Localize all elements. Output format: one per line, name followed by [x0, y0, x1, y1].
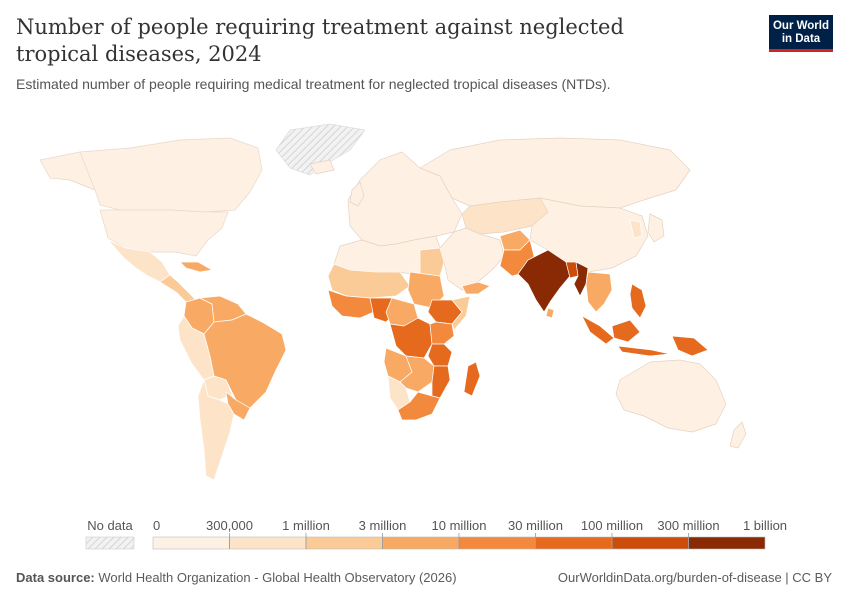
region-west-africa[interactable] [327, 289, 375, 319]
country-indonesia[interactable] [581, 315, 671, 357]
country-papua-new-guinea[interactable] [671, 335, 709, 357]
region-sahel[interactable] [327, 263, 411, 299]
country-tanzania[interactable] [427, 343, 453, 367]
country-egypt[interactable] [419, 247, 445, 277]
country-india[interactable] [517, 249, 571, 313]
logo-line1: Our World [772, 20, 829, 32]
country-russia[interactable] [419, 137, 691, 209]
country-caribbean[interactable] [179, 261, 213, 273]
country-central-america[interactable] [159, 274, 197, 303]
chart-title: Number of people requiring treatment aga… [16, 15, 624, 66]
footer-source: Data source: World Health Organization -… [16, 570, 457, 585]
legend-no-data-label: No data [87, 518, 133, 533]
country-argentina[interactable] [197, 379, 235, 481]
legend-swatch[interactable] [229, 536, 307, 550]
legend-tick-label: 1 billion [743, 518, 787, 533]
world-map[interactable] [0, 95, 850, 515]
country-alaska[interactable] [39, 151, 96, 191]
legend-no-data-swatch [85, 536, 135, 550]
legend-swatch[interactable] [152, 536, 230, 550]
owid-logo[interactable]: Our World in Data [769, 15, 833, 52]
country-myanmar[interactable] [573, 261, 589, 297]
legend-tick-label: 1 million [282, 518, 330, 533]
legend-swatch[interactable] [611, 536, 689, 550]
legend-swatch[interactable] [382, 536, 460, 550]
country-china[interactable] [529, 197, 649, 273]
country-canada[interactable] [49, 137, 263, 213]
country-sri-lanka[interactable] [545, 307, 555, 319]
country-iceland[interactable] [309, 159, 335, 175]
legend-swatch[interactable] [688, 536, 766, 550]
country-australia[interactable] [615, 359, 727, 433]
country-kenya[interactable] [429, 321, 455, 345]
region-middle-east[interactable] [439, 227, 505, 291]
country-japan[interactable] [647, 213, 665, 243]
legend-tick-label: 10 million [432, 518, 487, 533]
source-text[interactable]: World Health Organization - Global Healt… [98, 570, 457, 585]
country-united-kingdom[interactable] [349, 181, 365, 207]
region-southeast-asia[interactable] [585, 271, 613, 313]
country-philippines[interactable] [629, 283, 647, 319]
chart-subtitle: Estimated number of people requiring med… [16, 76, 611, 92]
legend-tick-label: 0 [153, 518, 160, 533]
country-yemen[interactable] [461, 281, 491, 295]
country-mozambique[interactable] [431, 365, 451, 399]
country-somalia[interactable] [451, 295, 471, 331]
legend-tick-label: 300 million [657, 518, 719, 533]
country-new-zealand[interactable] [729, 421, 747, 449]
legend-swatch[interactable] [305, 536, 383, 550]
legend-swatch[interactable] [535, 536, 613, 550]
country-south-africa[interactable] [397, 391, 441, 421]
legend-tick-label: 3 million [359, 518, 407, 533]
country-korea[interactable] [629, 219, 643, 239]
country-madagascar[interactable] [463, 361, 481, 397]
legend-tick-label: 30 million [508, 518, 563, 533]
footer-url[interactable]: OurWorldinData.org/burden-of-disease | C… [557, 570, 832, 585]
legend-tick-label: 300,000 [206, 518, 253, 533]
source-label: Data source: [16, 570, 95, 585]
logo-line2: in Data [781, 33, 821, 45]
legend-swatch[interactable] [458, 536, 536, 550]
legend-tick-label: 100 million [581, 518, 643, 533]
